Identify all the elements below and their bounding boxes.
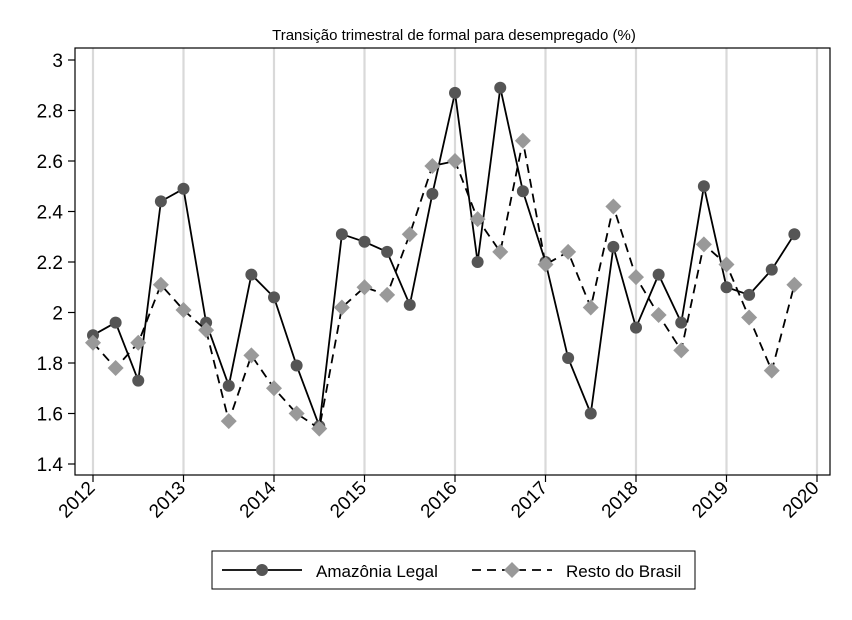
data-point	[718, 256, 735, 273]
x-tick-label: 2012	[55, 478, 100, 523]
data-point	[335, 228, 348, 241]
legend-label-resto: Resto do Brasil	[566, 562, 681, 581]
data-point	[245, 268, 258, 281]
data-point	[177, 182, 190, 195]
data-point	[379, 286, 396, 303]
data-point	[152, 276, 169, 293]
data-point	[222, 379, 235, 392]
y-tick-label: 2	[52, 304, 63, 325]
data-point	[356, 279, 373, 296]
y-tick-label: 2.4	[37, 203, 64, 224]
data-point	[401, 226, 418, 243]
data-point	[788, 228, 801, 241]
data-point	[763, 362, 780, 379]
data-point	[652, 268, 665, 281]
series-resto-do-brasil	[85, 132, 803, 437]
data-point	[741, 309, 758, 326]
y-tick-label: 3	[52, 51, 63, 72]
grid	[91, 48, 819, 475]
data-point	[266, 380, 282, 397]
data-point	[268, 291, 280, 304]
x-tick-label: 2020	[779, 478, 824, 523]
legend-marker-resto	[504, 562, 520, 578]
series-line	[92, 87, 796, 427]
data-point	[494, 81, 507, 94]
data-point	[154, 195, 167, 208]
data-point	[358, 235, 371, 248]
data-point	[582, 299, 599, 316]
data-point	[130, 334, 147, 351]
data-point	[449, 86, 461, 99]
data-point	[311, 420, 328, 437]
data-point	[720, 281, 733, 294]
data-point	[537, 256, 554, 273]
y-tick-label: 2.8	[37, 102, 63, 123]
data-point	[673, 342, 690, 359]
data-point	[560, 243, 577, 260]
data-point	[447, 153, 463, 169]
data-point	[175, 301, 192, 318]
data-point	[220, 413, 237, 430]
data-point	[765, 263, 778, 276]
data-point	[516, 185, 529, 198]
data-point	[290, 359, 303, 372]
data-point	[471, 256, 484, 268]
data-point	[695, 236, 712, 253]
data-point	[584, 407, 597, 420]
data-point	[333, 299, 350, 316]
y-tick-label: 1.8	[37, 354, 63, 375]
data-point	[403, 298, 416, 311]
data-point	[743, 288, 756, 301]
chart-title: Transição trimestral de formal para dese…	[272, 27, 636, 44]
data-point	[243, 347, 260, 364]
data-point	[469, 211, 486, 228]
y-tick-label: 2.6	[37, 152, 63, 173]
y-tick-label: 1.6	[37, 405, 63, 426]
data-point	[650, 307, 667, 324]
data-point	[492, 243, 509, 260]
x-tick-label: 2019	[688, 478, 733, 523]
data-point	[514, 132, 531, 149]
data-point	[85, 334, 101, 351]
data-point	[107, 360, 124, 377]
x-tick-label: 2015	[326, 478, 371, 523]
x-tick-label: 2017	[507, 478, 552, 523]
y-tick-label: 2.2	[37, 253, 63, 274]
data-point	[424, 158, 441, 175]
x-tick-label: 2014	[236, 477, 281, 522]
data-point	[786, 276, 803, 293]
legend-label-amazonia: Amazônia Legal	[316, 562, 438, 581]
x-tick-label: 2018	[598, 478, 643, 523]
data-point	[426, 187, 439, 200]
data-point	[288, 405, 305, 422]
axes: 2012 2013 2014 2015 2016 2017 2018 2019 2020 1.4 1…	[37, 51, 824, 522]
plot-area-frame	[74, 47, 831, 476]
data-point	[381, 245, 394, 258]
series-line	[92, 140, 796, 431]
data-point	[697, 180, 710, 193]
data-point	[198, 322, 215, 339]
data-point	[607, 240, 620, 253]
data-point	[628, 269, 644, 286]
series-amazonia-legal	[87, 81, 801, 433]
data-point	[109, 316, 122, 329]
data-point	[132, 374, 145, 387]
y-tick-label: 1.4	[37, 455, 64, 476]
series-layer	[85, 81, 803, 437]
data-point	[562, 351, 575, 364]
data-point	[605, 198, 622, 215]
x-tick-label: 2013	[145, 478, 190, 523]
data-point	[630, 321, 642, 334]
legend: Amazônia Legal Resto do Brasil	[211, 550, 696, 590]
legend-marker-amazonia	[256, 564, 268, 576]
data-point	[675, 316, 688, 329]
x-tick-label: 2016	[417, 478, 462, 523]
